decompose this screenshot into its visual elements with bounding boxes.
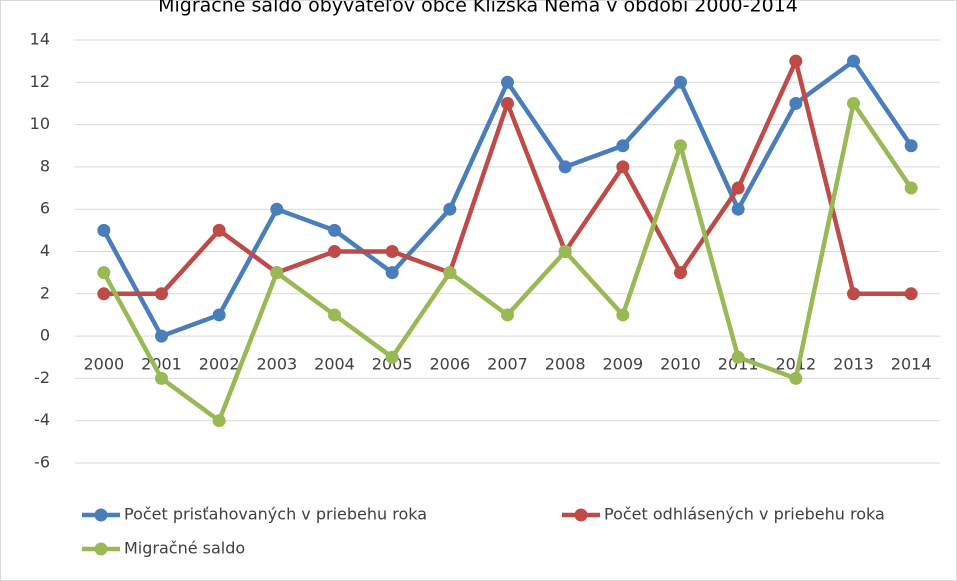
x-tick-label: 2005 — [372, 355, 413, 374]
data-point — [789, 96, 803, 110]
x-tick-label: 2003 — [256, 355, 297, 374]
legend-label: Migračné saldo — [124, 539, 245, 558]
data-point — [155, 329, 168, 343]
x-tick-label: 2007 — [487, 355, 528, 374]
y-tick-label: 6 — [40, 199, 50, 218]
data-point — [212, 414, 226, 428]
legend-marker — [574, 508, 588, 522]
x-tick-label: 2010 — [660, 355, 701, 374]
data-point — [616, 308, 630, 322]
y-tick-label: 12 — [30, 72, 50, 91]
data-point — [155, 287, 168, 301]
data-point — [616, 160, 630, 174]
y-tick-label: 0 — [40, 326, 50, 345]
data-point — [731, 181, 745, 195]
y-tick-label: -4 — [34, 410, 50, 429]
y-tick-label: -2 — [34, 368, 50, 387]
data-point — [385, 245, 399, 258]
y-tick-label: 8 — [40, 156, 50, 175]
data-point — [501, 75, 514, 89]
data-point — [97, 266, 111, 280]
data-point — [904, 139, 918, 153]
x-tick-label: 2001 — [141, 355, 182, 374]
data-point — [385, 350, 399, 364]
data-point — [558, 245, 572, 258]
data-point — [674, 75, 687, 89]
y-tick-label: 4 — [40, 241, 50, 260]
x-tick-label: 2014 — [891, 355, 932, 374]
chart-title: Migračné saldo obyvateľov obce Kližská N… — [158, 0, 798, 17]
x-tick-label: 2009 — [602, 355, 643, 374]
x-tick-label: 2013 — [833, 355, 874, 374]
x-tick-label: 2000 — [83, 355, 124, 374]
data-point — [558, 160, 572, 174]
data-point — [731, 350, 745, 364]
data-point — [270, 202, 284, 216]
y-tick-label: 2 — [40, 283, 50, 302]
data-point — [385, 266, 399, 280]
legend-label: Počet prisťahovaných v priebehu roka — [124, 505, 427, 524]
x-tick-label: 2008 — [545, 355, 586, 374]
data-point — [97, 287, 111, 301]
data-point — [443, 266, 457, 280]
data-point — [847, 54, 860, 68]
legend-marker — [94, 508, 108, 522]
y-tick-label: 14 — [30, 30, 50, 49]
data-point — [847, 287, 860, 301]
legend-label: Počet odhlásených v priebehu roka — [604, 505, 885, 524]
data-point — [328, 308, 341, 322]
data-point — [847, 96, 860, 110]
data-point — [97, 223, 111, 237]
x-tick-label: 2006 — [429, 355, 470, 374]
data-point — [328, 245, 341, 258]
y-tick-label: -6 — [34, 453, 50, 472]
data-point — [501, 96, 514, 110]
data-point — [443, 202, 457, 216]
data-point — [212, 223, 226, 237]
data-point — [212, 308, 226, 322]
data-point — [904, 287, 918, 301]
data-point — [270, 266, 284, 280]
data-point — [616, 139, 630, 153]
data-point — [155, 371, 168, 385]
data-point — [904, 181, 918, 195]
legend-marker — [94, 542, 108, 556]
x-tick-label: 2002 — [199, 355, 240, 374]
y-tick-label: 10 — [30, 114, 50, 133]
data-point — [674, 266, 687, 280]
data-point — [328, 223, 341, 237]
data-point — [789, 371, 803, 385]
data-point — [789, 54, 803, 68]
data-point — [501, 308, 514, 322]
data-point — [731, 202, 745, 216]
x-tick-label: 2012 — [775, 355, 816, 374]
data-point — [674, 139, 687, 153]
x-tick-label: 2004 — [314, 355, 355, 374]
